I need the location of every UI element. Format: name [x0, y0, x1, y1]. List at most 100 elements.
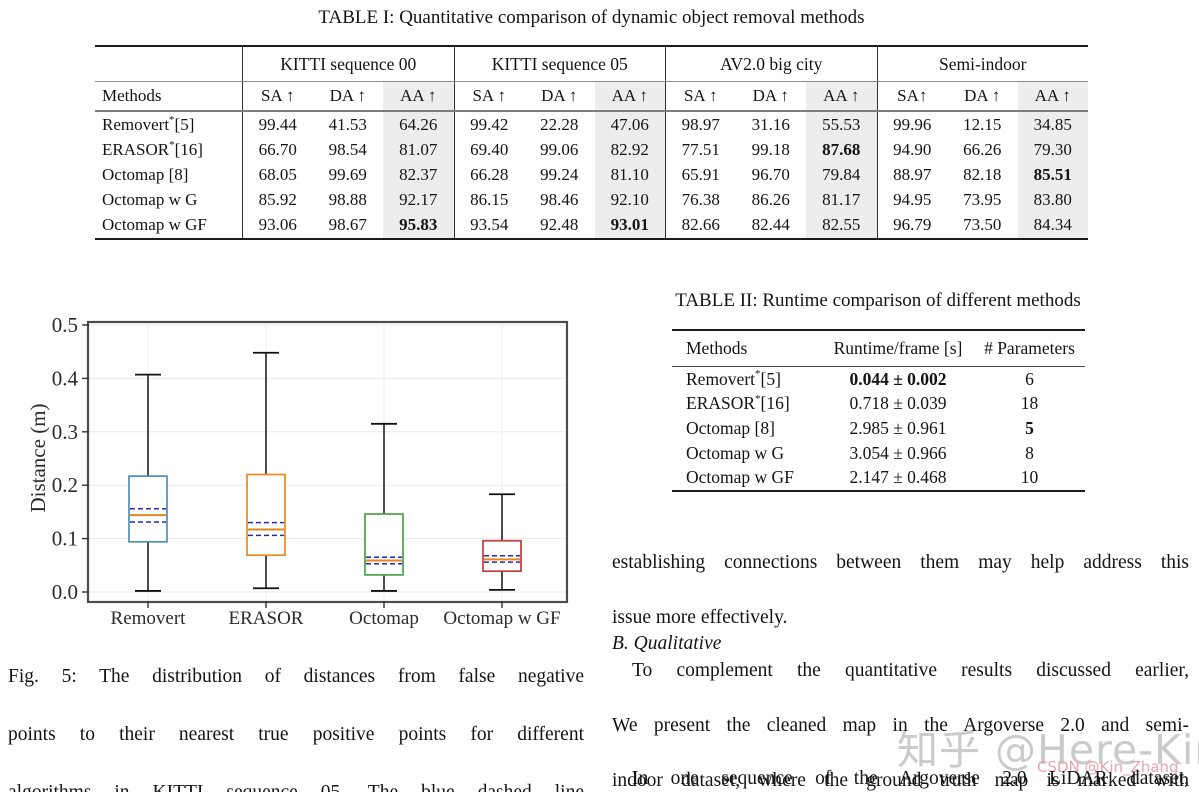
y-tick-label: 0.5 — [52, 313, 78, 337]
table1-cell: 82.37 — [383, 162, 454, 188]
body-paragraph-2-line: We present the cleaned map in the Argove… — [612, 715, 1189, 737]
table1-row: Removert * [5] 99.44 41.53 64.26 99.42 22.28 47… — [95, 112, 1088, 138]
table1-cell: 81.17 — [806, 187, 877, 213]
table1-subheader: AA ↑ — [1017, 82, 1088, 110]
fig5-caption-line: Fig. 5: The distribution of distances fr… — [8, 666, 584, 687]
table2-parameters: 5 — [1025, 417, 1034, 438]
table1-cell: 96.70 — [751, 164, 790, 184]
fig5-boxplot: 0.0 0.1 0.2 0.3 0.4 0.5 Removert ERASOR Octomap O… — [30, 313, 569, 629]
table1-cell: 92.10 — [594, 187, 665, 213]
table1-subheader: SA ↑ — [242, 82, 313, 110]
table1: KITTI sequence 00 KITTI sequence 05 AV2.0 … — [95, 45, 1088, 240]
table2-header-row: Methods Runtime/frame [s] # Parameters — [672, 331, 1085, 367]
table1-cell: 99.06 — [540, 139, 579, 159]
table1-cell: 99.18 — [751, 139, 790, 159]
table2-row: Octomap w G 3.054 ± 0.966 8 — [672, 441, 1085, 466]
table1-group-label: KITTI sequence 00 — [242, 47, 454, 81]
table1-cell: 79.84 — [806, 162, 877, 188]
table1-cell: 95.83 — [383, 212, 454, 238]
table1-group-label: KITTI sequence 05 — [453, 47, 666, 81]
table2-row: Octomap w GF 2.147 ± 0.468 10 — [672, 465, 1085, 490]
table1-cell: 86.26 — [751, 190, 790, 210]
body-paragraph-2-line: indoor dataset, where the ground truth m… — [612, 770, 1189, 792]
table1-cell: 94.90 — [876, 137, 948, 163]
table2-header-parameters: # Parameters — [984, 338, 1075, 358]
zhihu-watermark: 知乎 @Here-Kin — [897, 726, 1199, 774]
table2: Methods Runtime/frame [s] # Parameters Remo… — [672, 329, 1085, 492]
table1-cell: 66.26 — [963, 139, 1002, 159]
body-paragraph-1-line: issue more effectively. — [612, 607, 788, 629]
table1-method: Octomap w G — [102, 190, 198, 210]
table1-subheader: AA ↑ — [806, 82, 877, 110]
table1-cell: 82.55 — [806, 212, 877, 238]
table1-blank-cell — [95, 47, 242, 81]
table1-row: Octomap w GF 93.06 98.67 95.83 93.54 92.48 93.… — [95, 212, 1088, 238]
table2-row: Removert * [5] 0.044 ± 0.002 6 — [672, 367, 1085, 392]
table1-cell: 99.69 — [328, 164, 367, 184]
table2-method: Octomap [8] — [686, 417, 775, 438]
table1-cell: 22.28 — [540, 114, 579, 134]
table1-subheader: AA ↑ — [383, 82, 454, 110]
table1-cell: 98.97 — [665, 112, 736, 138]
table1-cell: 31.16 — [751, 114, 790, 134]
table1-cell: 82.18 — [963, 164, 1002, 184]
body-paragraph-1-line: establishing connections between them ma… — [612, 552, 1189, 573]
table2-method: ERASOR * [16] — [686, 392, 790, 414]
table1-cell: 66.28 — [453, 162, 525, 188]
table1-cell: 83.80 — [1017, 187, 1088, 213]
x-tick-label: Octomap w GF — [443, 608, 560, 629]
table1-cell: 98.67 — [328, 215, 367, 235]
table1-cell: 98.54 — [328, 139, 367, 159]
table1-cell: 81.07 — [383, 137, 454, 163]
y-tick-label: 0.4 — [52, 366, 79, 390]
csdn-watermark: CSDN @Kin_Zhang — [1037, 758, 1179, 776]
table1-group-label: Semi-indoor — [876, 47, 1089, 81]
table1-cell: 88.97 — [876, 162, 948, 188]
table1-cell: 34.85 — [1017, 112, 1088, 138]
table1-cell: 64.26 — [383, 112, 454, 138]
table1-cell: 81.10 — [594, 162, 665, 188]
table2-method: Removert * [5] — [686, 368, 781, 389]
table1-subheader: SA ↑ — [453, 82, 525, 110]
table2-parameters: 6 — [1025, 368, 1034, 389]
table1-row: Octomap [8] 68.05 99.69 82.37 66.28 99.24 81.1… — [95, 162, 1088, 188]
table1-method: Octomap w GF — [102, 215, 207, 235]
table2-method: Octomap w G — [686, 442, 785, 463]
table1-cell: 66.70 — [242, 137, 313, 163]
table1-row: ERASOR * [16] 66.70 98.54 81.07 69.40 99.06 82.… — [95, 137, 1088, 163]
table1-cell: 65.91 — [665, 162, 736, 188]
plot-frame — [86, 320, 569, 604]
table1-method: Removert * [5] — [102, 113, 195, 134]
table1-caption: TABLE I: Quantitative comparison of dyna… — [318, 7, 865, 28]
table1-cell: 98.46 — [540, 190, 579, 210]
table1-cell: 99.24 — [540, 164, 579, 184]
table1-cell: 41.53 — [328, 114, 367, 134]
table1-cell: 82.92 — [594, 137, 665, 163]
table1-cell: 85.51 — [1017, 162, 1088, 188]
table1-cell: 82.44 — [751, 215, 790, 235]
table1-subheader: SA↑ — [876, 82, 948, 110]
table1-cell: 73.95 — [963, 190, 1002, 210]
table1-cell: 99.96 — [876, 112, 948, 138]
table1-cell: 93.54 — [453, 212, 525, 238]
fig5-caption-line: points to their nearest true positive po… — [8, 724, 584, 745]
y-tick-label: 0.1 — [52, 527, 78, 551]
table1-subheader-row: Methods SA ↑ DA ↑ AA ↑ SA ↑ DA ↑ AA ↑ SA ↑ DA ↑ A… — [95, 82, 1088, 112]
table2-runtime: 3.054 ± 0.966 — [849, 442, 947, 463]
box-erasor — [246, 473, 286, 557]
x-tick-label: ERASOR — [229, 608, 304, 629]
table2-parameters: 10 — [1020, 467, 1039, 488]
table2-runtime: 2.147 ± 0.468 — [849, 467, 947, 488]
table2-parameters: 18 — [1020, 393, 1039, 414]
table1-subheader: SA ↑ — [665, 82, 736, 110]
table1-method: ERASOR * [16] — [102, 138, 203, 159]
table2-runtime: 0.044 ± 0.002 — [849, 368, 947, 389]
fig5-caption: Fig. 5: The distribution of distances fr… — [8, 662, 584, 792]
table1-subheader: DA ↑ — [752, 86, 789, 105]
table1-cell: 79.30 — [1017, 137, 1088, 163]
table1-cell: 96.79 — [876, 212, 948, 238]
table1-cell: 69.40 — [453, 137, 525, 163]
table1-subheader: AA ↑ — [594, 82, 665, 110]
table1-subheader: DA ↑ — [541, 86, 578, 105]
table2-runtime: 0.718 ± 0.039 — [849, 393, 947, 414]
